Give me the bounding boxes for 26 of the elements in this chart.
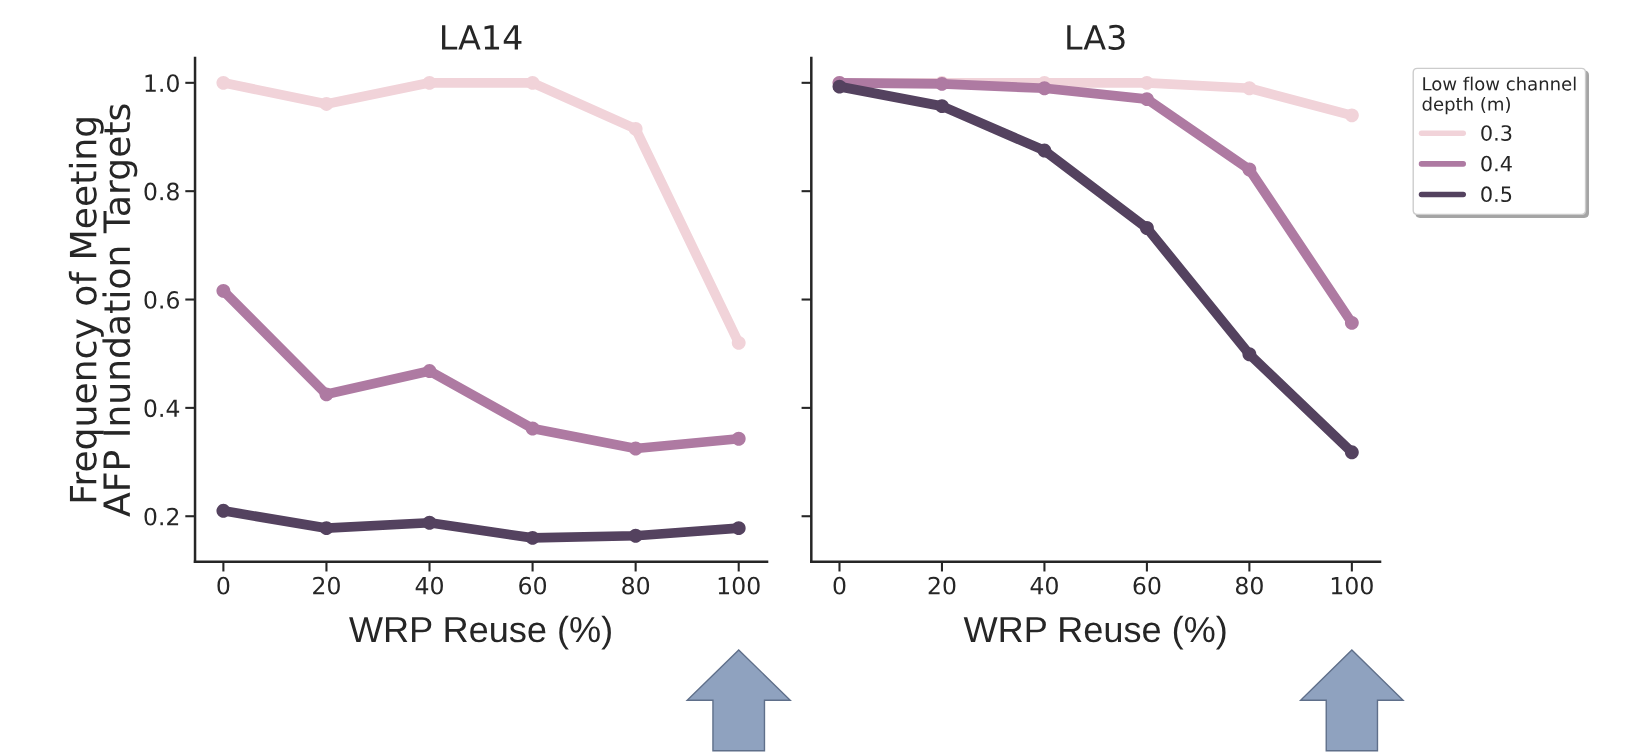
x-tick-label: 40 (1030, 576, 1058, 595)
x-tick-label: 100 (1331, 576, 1373, 595)
x-tick-label: 60 (1133, 576, 1161, 595)
y-tick-label: 0.6 (144, 290, 179, 309)
x-tick-label: 20 (313, 576, 340, 595)
legend-label: 0.5 (1481, 186, 1512, 203)
x-axis-title: WRP Reuse (%) (963, 615, 1226, 650)
y-axis-title: Frequency of Meeting AFP Inundation Targets (68, 104, 138, 517)
y-tick-label: 0.2 (144, 507, 179, 526)
y-tick-label: 1.0 (145, 74, 179, 93)
x-tick-label: 80 (622, 576, 650, 595)
x-tick-label: 100 (718, 576, 760, 595)
y-tick-label: 0.4 (144, 399, 180, 418)
x-tick-label: 80 (1235, 576, 1263, 595)
x-tick-label: 20 (928, 576, 956, 595)
legend-label: 0.3 (1481, 125, 1512, 141)
legend-label: 0.4 (1481, 155, 1512, 172)
x-tick-label: 0 (833, 576, 846, 595)
chart-title: LA3 (1067, 24, 1125, 51)
x-tick-label: 40 (415, 576, 443, 595)
legend-title: Low flow channel depth (m) (1422, 76, 1576, 115)
x-tick-label: 0 (217, 576, 230, 595)
x-tick-label: 60 (519, 576, 547, 595)
x-axis-title: WRP Reuse (%) (349, 615, 611, 650)
chart-title: LA14 (442, 25, 522, 50)
y-tick-label: 0.8 (144, 182, 179, 201)
